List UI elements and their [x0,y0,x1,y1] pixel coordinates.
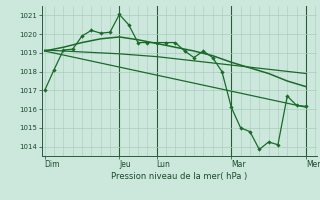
X-axis label: Pression niveau de la mer( hPa ): Pression niveau de la mer( hPa ) [111,172,247,181]
